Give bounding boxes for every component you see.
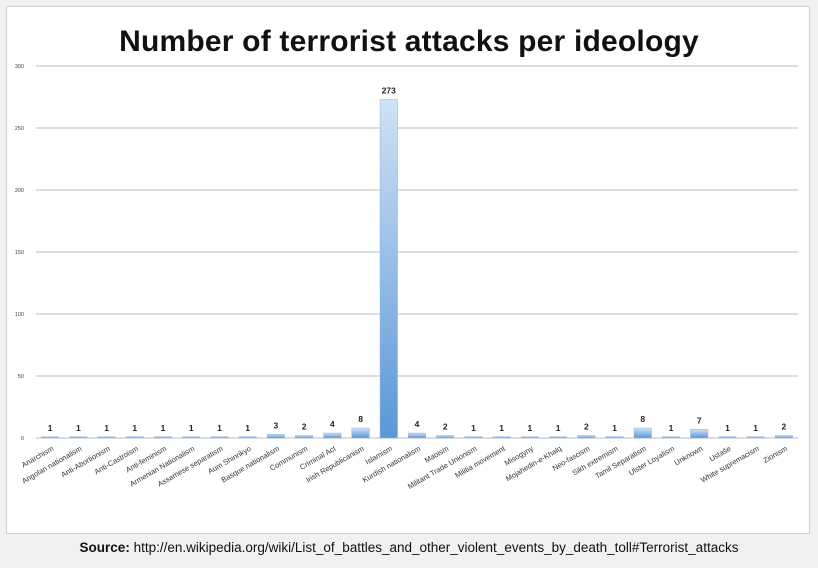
bar [266,434,285,439]
bar [41,436,60,439]
bar [520,436,539,439]
bar [436,435,455,439]
bar [154,436,172,439]
data-label: 3 [274,420,279,430]
y-tick-label: 150 [15,250,24,256]
y-tick-label: 250 [15,126,24,132]
bar [295,435,314,439]
data-label: 2 [302,422,307,432]
bar [210,436,229,439]
y-tick-label: 300 [15,64,24,70]
data-label: 1 [217,423,222,433]
data-label: 7 [697,415,702,425]
data-label: 8 [640,414,645,424]
data-label: 1 [48,423,53,433]
bar [549,436,568,439]
data-label: 4 [330,419,335,429]
x-tick-label: Militia movement [453,443,507,479]
bar [351,427,370,439]
chart-title: Number of terrorist attacks per ideology [119,25,699,58]
bar [718,436,737,439]
data-label: 2 [443,422,448,432]
data-label: 1 [245,423,250,433]
data-label: 2 [782,422,787,432]
data-label: 1 [471,423,476,433]
bar [379,99,398,439]
source-line: Source: http://en.wikipedia.org/wiki/Lis… [0,540,818,555]
data-label: 1 [556,423,561,433]
data-label: 1 [753,423,758,433]
chart-frame: Number of terrorist attacks per ideology [6,6,810,534]
y-tick-label: 100 [15,312,24,318]
bar [238,436,257,439]
y-tick-label: 50 [18,374,24,380]
bar [633,427,652,439]
data-label: 1 [499,423,504,433]
x-tick-label: Unknown [673,444,705,467]
data-label: 1 [104,423,109,433]
data-label: 1 [189,423,194,433]
data-label: 1 [161,423,166,433]
data-label: 1 [725,423,730,433]
bar [690,429,709,439]
bar [662,436,680,439]
bar [492,436,511,439]
data-label: 4 [415,419,420,429]
source-label: Source: [79,540,130,555]
bar [323,432,342,439]
data-label: 1 [669,423,674,433]
bar [605,436,624,439]
y-tick-label: 200 [15,188,24,194]
bar [774,435,793,439]
data-label: 1 [76,423,81,433]
bar [125,436,144,439]
bar [97,436,116,439]
source-url[interactable]: http://en.wikipedia.org/wiki/List_of_bat… [133,540,739,555]
bar [408,432,426,439]
data-label: 8 [358,414,363,424]
data-label: 273 [382,85,396,95]
y-tick-label: 0 [21,436,24,442]
bar [746,436,765,439]
data-label: 1 [132,423,137,433]
bar [577,435,596,439]
data-label: 1 [528,423,533,433]
bar [464,436,483,439]
x-tick-label: Zionism [762,444,789,465]
data-label: 1 [612,423,617,433]
bar [69,436,88,439]
data-label: 2 [584,422,589,432]
bar [182,436,201,439]
